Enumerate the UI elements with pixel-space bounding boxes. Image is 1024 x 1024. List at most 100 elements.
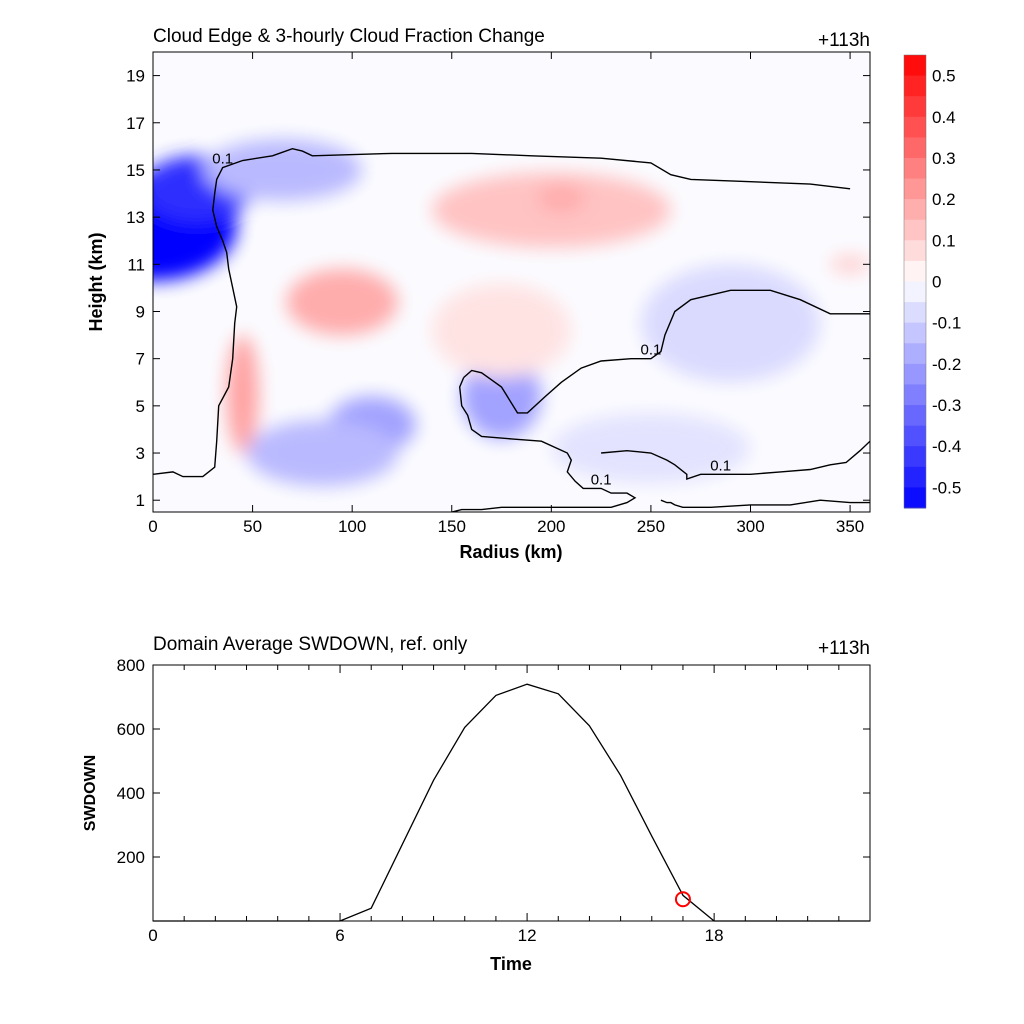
x-tick-label: 0 [148, 926, 157, 945]
y-tick-label: 600 [117, 720, 145, 739]
y-tick-label: 800 [117, 656, 145, 675]
contour-label: 0.1 [710, 457, 731, 474]
colorbar-swatch [904, 178, 926, 200]
y-tick-label: 400 [117, 784, 145, 803]
colorbar-label: -0.4 [932, 437, 961, 456]
cloud-fraction-blob [551, 412, 751, 484]
chart1-time-label: +113h [818, 30, 870, 51]
x-tick-label: 300 [736, 517, 764, 536]
x-tick-label: 100 [338, 517, 366, 536]
colorbar-label: 0 [932, 273, 941, 292]
colorbar-label: -0.5 [932, 478, 961, 497]
x-tick-label: 18 [705, 926, 724, 945]
y-tick-label: 5 [136, 397, 145, 416]
colorbar-swatch [904, 466, 926, 488]
cloud-edge-contour [660, 499, 870, 508]
chart1-xlabel: Radius (km) [459, 542, 562, 562]
colorbar-swatch [904, 487, 926, 509]
colorbar-swatch [904, 281, 926, 303]
colorbar-label: 0.5 [932, 67, 956, 86]
y-tick-label: 13 [126, 208, 145, 227]
colorbar-frame [903, 54, 927, 509]
cloud-edge-contours: 0.1 0.1 0.1 0.1 [153, 147, 870, 512]
cloud-fraction-blob [830, 254, 870, 274]
colorbar-swatch [904, 363, 926, 385]
chart1-title: Cloud Edge & 3-hourly Cloud Fraction Cha… [153, 26, 545, 47]
chart2-time-label: +113h [818, 638, 870, 659]
colorbar-label: 0.2 [932, 190, 956, 209]
colorbar-label: -0.3 [932, 396, 961, 415]
cloud-fraction-blob [537, 184, 586, 213]
colorbar-swatch [904, 137, 926, 159]
y-tick-label: 9 [136, 302, 145, 321]
colorbar-swatch [904, 219, 926, 241]
x-tick-label: 250 [637, 517, 665, 536]
x-tick-label: 6 [335, 926, 344, 945]
colorbar-swatch [904, 55, 926, 77]
y-tick-label: 3 [136, 444, 145, 463]
cloud-fraction-blob [286, 269, 398, 336]
colorbar-label: 0.4 [932, 108, 956, 127]
colorbar-label: -0.2 [932, 355, 961, 374]
colorbar-label: -0.1 [932, 314, 961, 333]
colorbar-swatch [904, 199, 926, 221]
colorbar-label: 0.3 [932, 149, 956, 168]
cloud-edge-contour [601, 440, 870, 480]
colorbar-swatch [904, 446, 926, 468]
y-tick-label: 200 [117, 848, 145, 867]
colorbar-swatch [904, 260, 926, 282]
colorbar-swatch [904, 322, 926, 344]
y-tick-label: 15 [126, 161, 145, 180]
y-tick-label: 11 [127, 255, 145, 274]
colorbar-swatch [904, 405, 926, 427]
contour-label: 0.1 [212, 151, 233, 168]
y-tick-label: 1 [136, 491, 145, 510]
chart2-xlabel: Time [490, 954, 532, 974]
chart2-title: Domain Average SWDOWN, ref. only [153, 634, 468, 655]
colorbar-label: 0.1 [932, 231, 956, 250]
y-tick-label: 17 [126, 114, 145, 133]
chart1-x-axis: 0 50 100 150 200 250 300 350 [148, 52, 864, 536]
x-tick-label: 12 [518, 926, 537, 945]
chart1-ylabel: Height (km) [86, 232, 106, 331]
chart2-ylabel: SWDOWN [82, 755, 99, 831]
chart2-x-axis: 0 6 12 18 [148, 665, 871, 945]
x-tick-label: 0 [148, 517, 157, 536]
colorbar-swatch [904, 384, 926, 406]
colorbar-swatch [904, 343, 926, 365]
contour-label: 0.1 [591, 471, 612, 488]
y-tick-label: 19 [126, 67, 145, 86]
y-tick-label: 7 [136, 350, 145, 369]
colorbar-swatch [904, 425, 926, 447]
x-tick-label: 350 [836, 517, 864, 536]
chart2-frame [152, 664, 871, 922]
colorbar-swatch [904, 240, 926, 262]
cloud-fraction-field [153, 139, 870, 487]
colorbar-swatch [904, 302, 926, 324]
x-tick-label: 200 [537, 517, 565, 536]
cloud-fraction-blob [431, 283, 572, 378]
chart2-y-axis: 200 400 600 800 [117, 656, 870, 867]
colorbar-swatch [904, 75, 926, 97]
cloud-fraction-blob [226, 335, 259, 454]
x-tick-label: 150 [438, 517, 466, 536]
cloud-fraction-chart: Cloud Edge & 3-hourly Cloud Fraction Cha… [86, 26, 961, 562]
cloud-edge-contour [451, 377, 637, 512]
chart1-frame [152, 51, 871, 513]
contour-label: 0.1 [640, 342, 661, 359]
colorbar: 0.5 0.4 0.3 0.2 0.1 0 -0.1 -0.2 -0.3 -0.4 -0.5 [903, 54, 961, 509]
colorbar-swatch [904, 157, 926, 180]
cloud-edge-contour [463, 289, 870, 414]
cloud-fraction-blob [246, 420, 398, 487]
cloud-fraction-blob [202, 139, 363, 201]
cloud-edge-contour [153, 147, 851, 478]
x-tick-label: 50 [243, 517, 262, 536]
current-time-marker [674, 891, 691, 908]
colorbar-swatch [904, 96, 926, 118]
cloud-fraction-blob [640, 264, 821, 383]
colorbar-swatch [904, 116, 926, 138]
swdown-chart: Domain Average SWDOWN, ref. only +113h 0… [82, 634, 871, 974]
swdown-series-line [153, 683, 870, 922]
